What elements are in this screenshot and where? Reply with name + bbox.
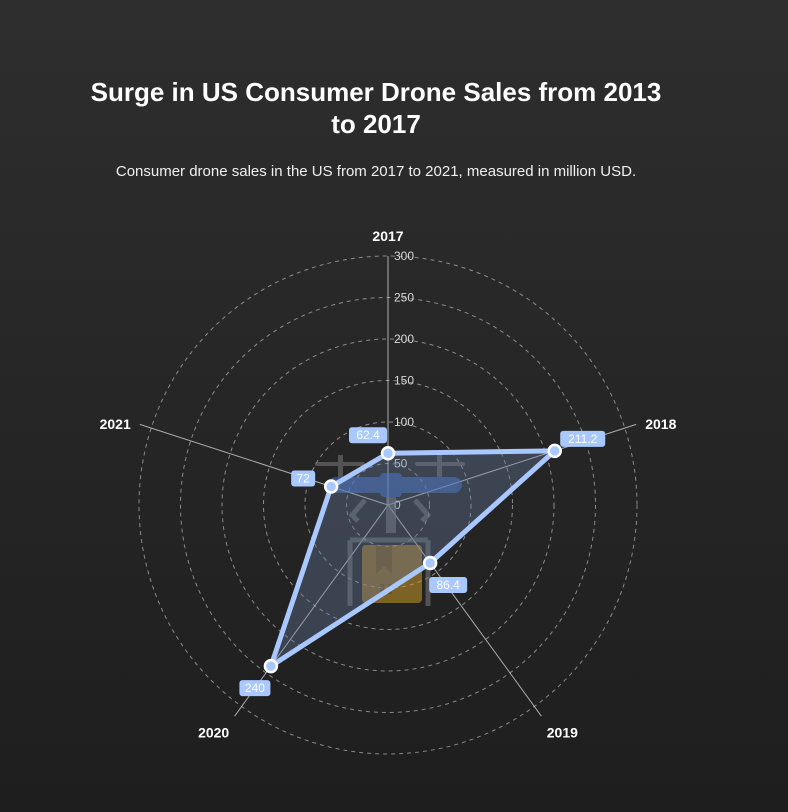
radial-tick-label: 150	[394, 374, 414, 388]
data-label: 62.4	[356, 428, 380, 442]
axis-category-label: 2021	[100, 416, 131, 432]
data-point	[380, 445, 396, 461]
data-point	[422, 555, 438, 571]
grid-circle	[221, 338, 555, 672]
data-label: 86.4	[436, 578, 460, 592]
radial-tick-label: 250	[394, 291, 414, 305]
data-label: 240	[245, 681, 265, 695]
data-label-box	[560, 430, 606, 447]
data-label-box	[349, 427, 387, 444]
grid-circle	[138, 255, 638, 755]
drone-delivery-icon	[315, 455, 465, 606]
radial-tick-label: 50	[394, 457, 408, 471]
radial-tick-label: 300	[394, 249, 414, 263]
data-label: 72	[296, 472, 310, 486]
axis-category-label: 2019	[547, 724, 578, 740]
radial-tick-label: 200	[394, 332, 414, 346]
axis-category-label: 2020	[198, 724, 229, 740]
data-label-box	[291, 470, 316, 487]
data-label-box	[429, 577, 468, 594]
data-point	[263, 658, 279, 674]
radial-tick-label: 100	[394, 415, 414, 429]
series-area	[268, 448, 558, 669]
axis-category-label: 2017	[372, 228, 403, 244]
axis-category-label: 2018	[645, 416, 676, 432]
chart-subtitle: Consumer drone sales in the US from 2017…	[115, 163, 637, 180]
chart-title: Surge in US Consumer Drone Sales from 20…	[90, 77, 662, 139]
series-layer	[263, 443, 562, 674]
labels-layer: 62.4 211.2 86.4 240 72	[239, 427, 606, 697]
radial-tick-label: 0	[394, 498, 401, 512]
data-point	[323, 479, 339, 494]
data-label: 211.2	[568, 432, 597, 446]
data-label-box	[239, 680, 271, 697]
data-point	[547, 443, 562, 459]
